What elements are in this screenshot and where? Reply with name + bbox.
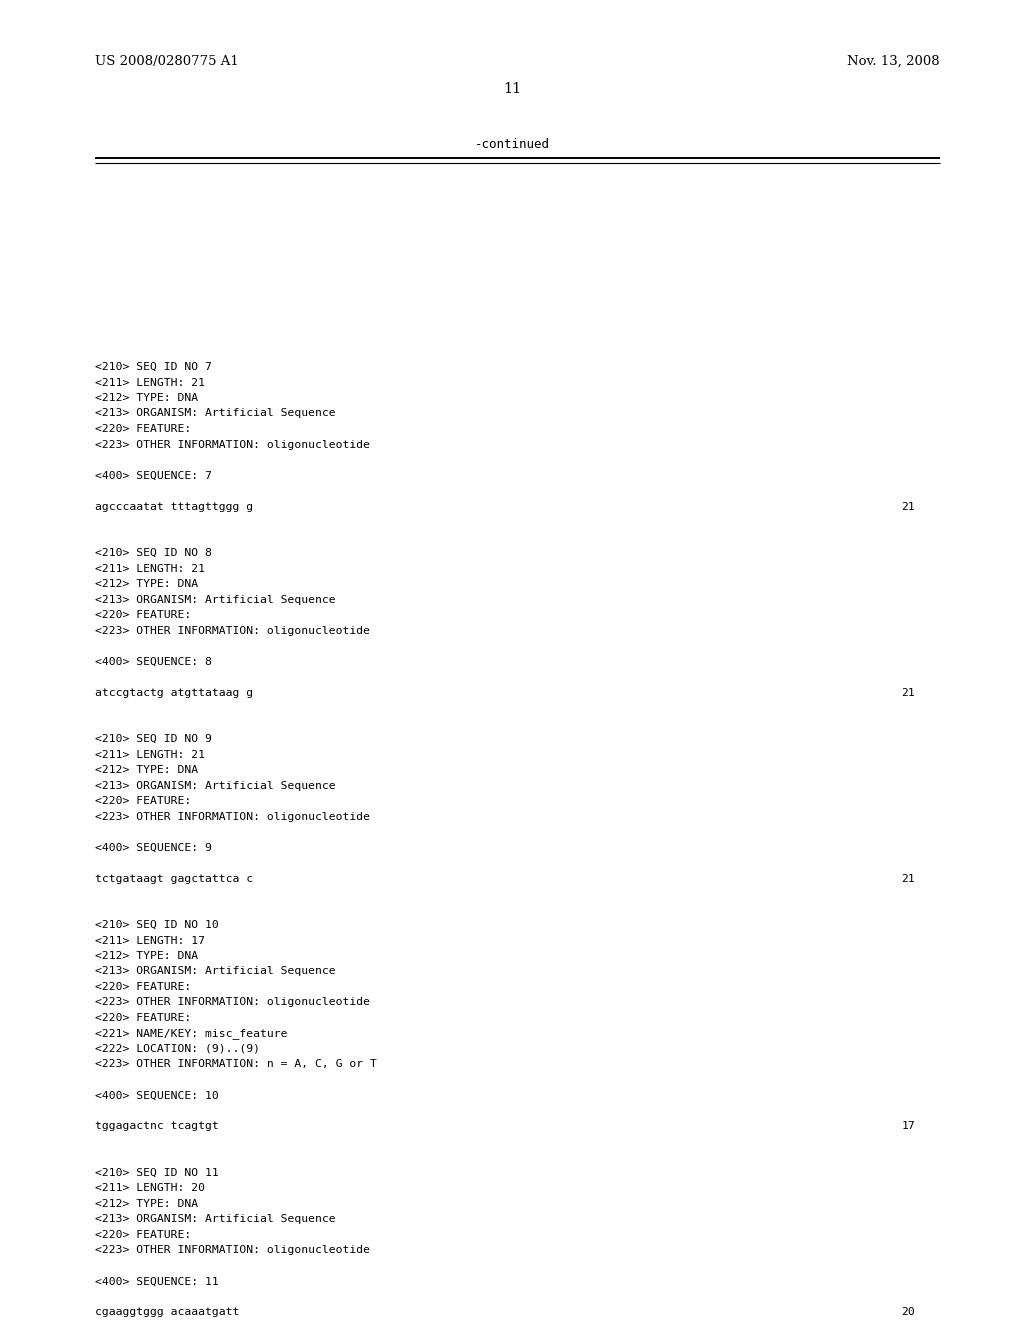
Text: Nov. 13, 2008: Nov. 13, 2008 [848, 55, 940, 69]
Text: <213> ORGANISM: Artificial Sequence: <213> ORGANISM: Artificial Sequence [95, 780, 336, 791]
Text: <220> FEATURE:: <220> FEATURE: [95, 982, 191, 993]
Text: <223> OTHER INFORMATION: oligonucleotide: <223> OTHER INFORMATION: oligonucleotide [95, 998, 370, 1007]
Text: <220> FEATURE:: <220> FEATURE: [95, 1012, 191, 1023]
Text: <210> SEQ ID NO 7: <210> SEQ ID NO 7 [95, 362, 212, 372]
Text: <220> FEATURE:: <220> FEATURE: [95, 424, 191, 434]
Text: <400> SEQUENCE: 8: <400> SEQUENCE: 8 [95, 656, 212, 667]
Text: <210> SEQ ID NO 9: <210> SEQ ID NO 9 [95, 734, 212, 744]
Text: <211> LENGTH: 20: <211> LENGTH: 20 [95, 1184, 205, 1193]
Text: <400> SEQUENCE: 9: <400> SEQUENCE: 9 [95, 842, 212, 853]
Text: <212> TYPE: DNA: <212> TYPE: DNA [95, 1199, 198, 1209]
Text: <223> OTHER INFORMATION: oligonucleotide: <223> OTHER INFORMATION: oligonucleotide [95, 440, 370, 450]
Text: <211> LENGTH: 21: <211> LENGTH: 21 [95, 750, 205, 759]
Text: <221> NAME/KEY: misc_feature: <221> NAME/KEY: misc_feature [95, 1028, 288, 1039]
Text: <212> TYPE: DNA: <212> TYPE: DNA [95, 579, 198, 589]
Text: tggagactnc tcagtgt: tggagactnc tcagtgt [95, 1122, 219, 1131]
Text: 20: 20 [901, 1308, 915, 1317]
Text: <400> SEQUENCE: 11: <400> SEQUENCE: 11 [95, 1276, 219, 1287]
Text: <223> OTHER INFORMATION: oligonucleotide: <223> OTHER INFORMATION: oligonucleotide [95, 812, 370, 821]
Text: 11: 11 [503, 82, 521, 96]
Text: <213> ORGANISM: Artificial Sequence: <213> ORGANISM: Artificial Sequence [95, 594, 336, 605]
Text: 21: 21 [901, 688, 915, 697]
Text: <213> ORGANISM: Artificial Sequence: <213> ORGANISM: Artificial Sequence [95, 408, 336, 418]
Text: <211> LENGTH: 17: <211> LENGTH: 17 [95, 936, 205, 945]
Text: atccgtactg atgttataag g: atccgtactg atgttataag g [95, 688, 253, 697]
Text: tctgataagt gagctattca c: tctgataagt gagctattca c [95, 874, 253, 883]
Text: -continued: -continued [474, 139, 550, 150]
Text: <210> SEQ ID NO 8: <210> SEQ ID NO 8 [95, 548, 212, 558]
Text: 17: 17 [901, 1122, 915, 1131]
Text: <212> TYPE: DNA: <212> TYPE: DNA [95, 766, 198, 775]
Text: <400> SEQUENCE: 10: <400> SEQUENCE: 10 [95, 1090, 219, 1101]
Text: <400> SEQUENCE: 7: <400> SEQUENCE: 7 [95, 470, 212, 480]
Text: <210> SEQ ID NO 11: <210> SEQ ID NO 11 [95, 1168, 219, 1177]
Text: <212> TYPE: DNA: <212> TYPE: DNA [95, 393, 198, 403]
Text: <222> LOCATION: (9)..(9): <222> LOCATION: (9)..(9) [95, 1044, 260, 1053]
Text: <213> ORGANISM: Artificial Sequence: <213> ORGANISM: Artificial Sequence [95, 1214, 336, 1225]
Text: <211> LENGTH: 21: <211> LENGTH: 21 [95, 378, 205, 388]
Text: <223> OTHER INFORMATION: n = A, C, G or T: <223> OTHER INFORMATION: n = A, C, G or … [95, 1060, 377, 1069]
Text: <212> TYPE: DNA: <212> TYPE: DNA [95, 950, 198, 961]
Text: cgaaggtggg acaaatgatt: cgaaggtggg acaaatgatt [95, 1308, 240, 1317]
Text: 21: 21 [901, 874, 915, 883]
Text: <213> ORGANISM: Artificial Sequence: <213> ORGANISM: Artificial Sequence [95, 966, 336, 977]
Text: <220> FEATURE:: <220> FEATURE: [95, 610, 191, 620]
Text: <223> OTHER INFORMATION: oligonucleotide: <223> OTHER INFORMATION: oligonucleotide [95, 626, 370, 635]
Text: US 2008/0280775 A1: US 2008/0280775 A1 [95, 55, 239, 69]
Text: agcccaatat tttagttggg g: agcccaatat tttagttggg g [95, 502, 253, 512]
Text: <211> LENGTH: 21: <211> LENGTH: 21 [95, 564, 205, 573]
Text: <223> OTHER INFORMATION: oligonucleotide: <223> OTHER INFORMATION: oligonucleotide [95, 1246, 370, 1255]
Text: <220> FEATURE:: <220> FEATURE: [95, 1230, 191, 1239]
Text: 21: 21 [901, 502, 915, 512]
Text: <210> SEQ ID NO 10: <210> SEQ ID NO 10 [95, 920, 219, 931]
Text: <220> FEATURE:: <220> FEATURE: [95, 796, 191, 807]
